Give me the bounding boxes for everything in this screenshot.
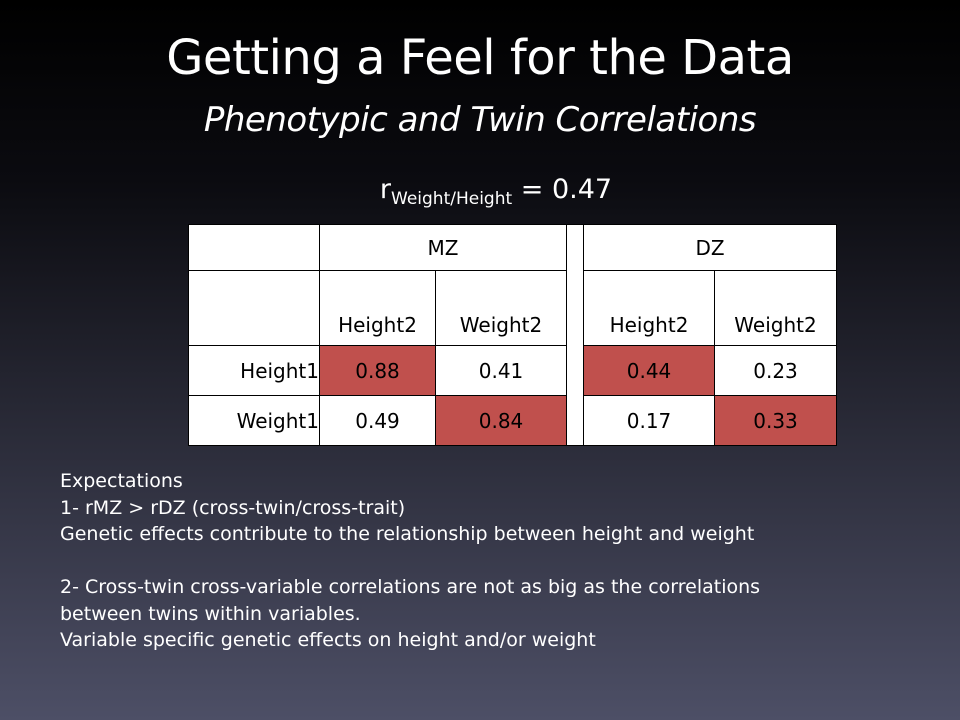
group-header-dz: DZ [583,224,837,271]
notes-line-4: between twins within variables. [60,602,361,625]
col-header-mz-weight2: Weight2 [435,270,567,346]
spacer-column [566,224,584,446]
table-row-height1: Height1 0.88 0.41 0.44 0.23 [188,345,837,396]
col-header-dz-weight2: Weight2 [714,270,837,346]
cell-dz-weight1-height2: 0.17 [583,395,715,446]
notes-blank-line [60,548,940,575]
cell-mz-height1-height2: 0.88 [319,345,436,396]
expectations-notes: Expectations 1- rMZ > rDZ (cross-twin/cr… [60,468,940,654]
row-label-weight1: Weight1 [188,395,320,446]
notes-line-3: 2- Cross-twin cross-variable correlation… [60,576,761,598]
r-subscript: Weight/Height [391,189,513,209]
notes-line-5: Variable specific genetic effects on hei… [60,629,596,651]
group-header-row: MZ DZ [188,224,837,446]
cell-dz-weight1-weight2: 0.33 [714,395,837,446]
col-header-mz-height2: Height2 [319,270,436,346]
notes-line-2: Genetic effects contribute to the relati… [60,523,755,545]
phenotypic-correlation: rWeight/Height = 0.47 [0,170,960,219]
cell-dz-height1-height2: 0.44 [583,345,715,396]
cell-mz-weight1-height2: 0.49 [319,395,436,446]
r-value: = 0.47 [520,174,613,205]
slide-subtitle: Phenotypic and Twin Correlations [203,100,757,140]
slide-title: Getting a Feel for the Data [166,30,794,86]
corner-cell [188,270,320,346]
corner-cell [188,224,320,271]
cell-dz-height1-weight2: 0.23 [714,345,837,396]
twin-correlation-table: MZ DZ Height2 Weight2 Height2 Weight2 He… [188,224,837,446]
notes-line-1: 1- rMZ > rDZ (cross-twin/cross-trait) [60,496,406,519]
group-header-mz: MZ [319,224,567,271]
cell-mz-weight1-weight2: 0.84 [435,395,567,446]
cell-mz-height1-weight2: 0.41 [435,345,567,396]
column-header-row: Height2 Weight2 Height2 Weight2 [188,270,837,346]
col-header-dz-height2: Height2 [583,270,715,346]
r-symbol: r [379,174,392,205]
notes-heading: Expectations [60,470,183,492]
row-label-height1: Height1 [188,345,320,396]
table-row-weight1: Weight1 0.49 0.84 0.17 0.33 [188,395,837,446]
